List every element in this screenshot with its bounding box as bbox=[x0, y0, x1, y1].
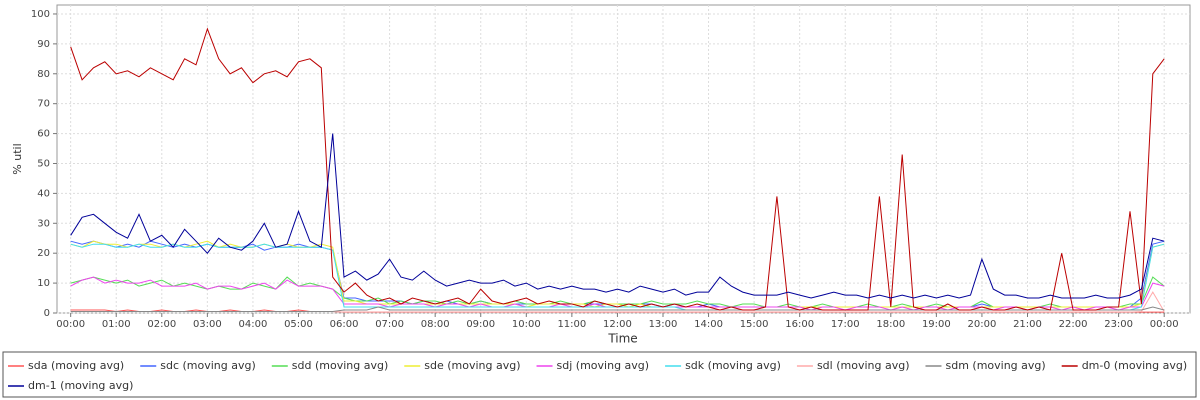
legend-label: sde (moving avg) bbox=[424, 359, 520, 372]
legend-label: sda (moving avg) bbox=[28, 359, 124, 372]
x-tick-label: 00:00 bbox=[1150, 319, 1179, 330]
series-line bbox=[70, 306, 1165, 312]
x-tick-label: 01:00 bbox=[102, 319, 131, 330]
plot: 0 10 20 30 40 50 60 70 80 90 100 00:00 01:00 02:00 03:… bbox=[31, 5, 1190, 330]
y-tick-label: 40 bbox=[37, 188, 50, 199]
x-tick-label: 17:00 bbox=[831, 319, 860, 330]
y-axis-label: % util bbox=[11, 143, 24, 174]
legend-label: sdm (moving avg) bbox=[945, 359, 1045, 372]
legend-label: dm-1 (moving avg) bbox=[28, 379, 133, 392]
x-tick-label: 10:00 bbox=[512, 319, 541, 330]
y-tick-label: 20 bbox=[37, 248, 50, 259]
plot-area bbox=[56, 4, 1191, 314]
x-tick-label: 09:00 bbox=[466, 319, 495, 330]
x-tick-label: 02:00 bbox=[147, 319, 176, 330]
x-tick-label: 19:00 bbox=[922, 319, 951, 330]
y-tick-label: 80 bbox=[37, 69, 50, 80]
x-tick-label: 06:00 bbox=[330, 319, 359, 330]
x-tick-label: 23:00 bbox=[1104, 319, 1133, 330]
x-tick-label: 22:00 bbox=[1059, 319, 1088, 330]
y-tick-label: 50 bbox=[37, 158, 50, 169]
x-tick-label: 18:00 bbox=[876, 319, 905, 330]
x-tick-label: 14:00 bbox=[694, 319, 723, 330]
legend-items: sda (moving avg) sdc (moving avg) sdd (mov… bbox=[8, 359, 1187, 392]
y-tick-label: 90 bbox=[37, 39, 50, 50]
x-tick-label: 04:00 bbox=[239, 319, 268, 330]
legend-label: sdl (moving avg) bbox=[817, 359, 910, 372]
y-tick-label: 10 bbox=[37, 278, 50, 289]
legend-label: dm-0 (moving avg) bbox=[1082, 359, 1187, 372]
x-tick-label: 12:00 bbox=[603, 319, 632, 330]
x-tick-label: 20:00 bbox=[968, 319, 997, 330]
x-tick-label: 05:00 bbox=[284, 319, 313, 330]
series-line bbox=[70, 27, 1165, 311]
x-axis-label: Time bbox=[607, 332, 637, 346]
x-tick-label: 21:00 bbox=[1013, 319, 1042, 330]
legend-label: sdk (moving avg) bbox=[685, 359, 781, 372]
legend bbox=[2, 351, 1197, 398]
y-tick-label: 100 bbox=[31, 9, 50, 20]
x-tick-label: 08:00 bbox=[421, 319, 450, 330]
series-line bbox=[70, 133, 1165, 299]
legend-label: sdd (moving avg) bbox=[292, 359, 388, 372]
y-tick-label: 30 bbox=[37, 218, 50, 229]
x-tick-label: 07:00 bbox=[375, 319, 404, 330]
legend-label: sdc (moving avg) bbox=[160, 359, 256, 372]
x-tick-label: 11:00 bbox=[557, 319, 586, 330]
x-tick-label: 03:00 bbox=[193, 319, 222, 330]
x-tick-label: 00:00 bbox=[56, 319, 85, 330]
y-tick-label: 0 bbox=[44, 308, 50, 319]
x-tick-label: 15:00 bbox=[740, 319, 769, 330]
y-tick-label: 60 bbox=[37, 129, 50, 140]
legend-label: sdj (moving avg) bbox=[557, 359, 650, 372]
y-tick-label: 70 bbox=[37, 99, 50, 110]
x-tick-label: 13:00 bbox=[649, 319, 678, 330]
x-tick-label: 16:00 bbox=[785, 319, 814, 330]
